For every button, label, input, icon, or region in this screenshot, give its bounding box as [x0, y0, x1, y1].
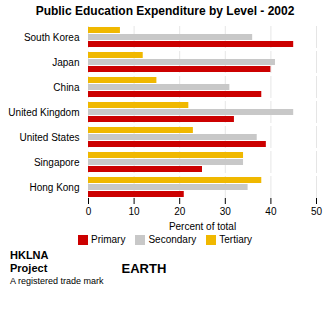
- svg-text:40: 40: [265, 206, 277, 217]
- svg-text:10: 10: [129, 206, 141, 217]
- svg-text:50: 50: [311, 206, 323, 217]
- svg-text:20: 20: [174, 206, 186, 217]
- svg-text:United Kingdom: United Kingdom: [8, 107, 79, 118]
- html-text:A registered trade mark: A registered trade mark: [10, 276, 104, 286]
- html-text:Primary: Primary: [91, 234, 126, 245]
- html-text:EARTH: EARTH: [121, 261, 167, 276]
- svg-text:Percent of total: Percent of total: [169, 221, 236, 232]
- html-text:HKLNA: HKLNA: [10, 249, 49, 261]
- svg-text:South Korea: South Korea: [24, 32, 80, 43]
- svg-text:Singapore: Singapore: [34, 157, 80, 168]
- html-text:Public Education Expenditure b: Public Education Expenditure by Level - …: [35, 4, 295, 18]
- svg-text:United States: United States: [19, 132, 79, 143]
- html-text:Project: Project: [10, 262, 48, 274]
- svg-text:China: China: [53, 82, 80, 93]
- svg-text:30: 30: [220, 206, 232, 217]
- html-text:Secondary: Secondary: [148, 234, 197, 245]
- svg-text:Japan: Japan: [52, 57, 79, 68]
- svg-text:Hong Kong: Hong Kong: [29, 182, 79, 193]
- svg-text:0: 0: [86, 206, 92, 217]
- html-text:Tertiary: Tertiary: [219, 234, 252, 245]
